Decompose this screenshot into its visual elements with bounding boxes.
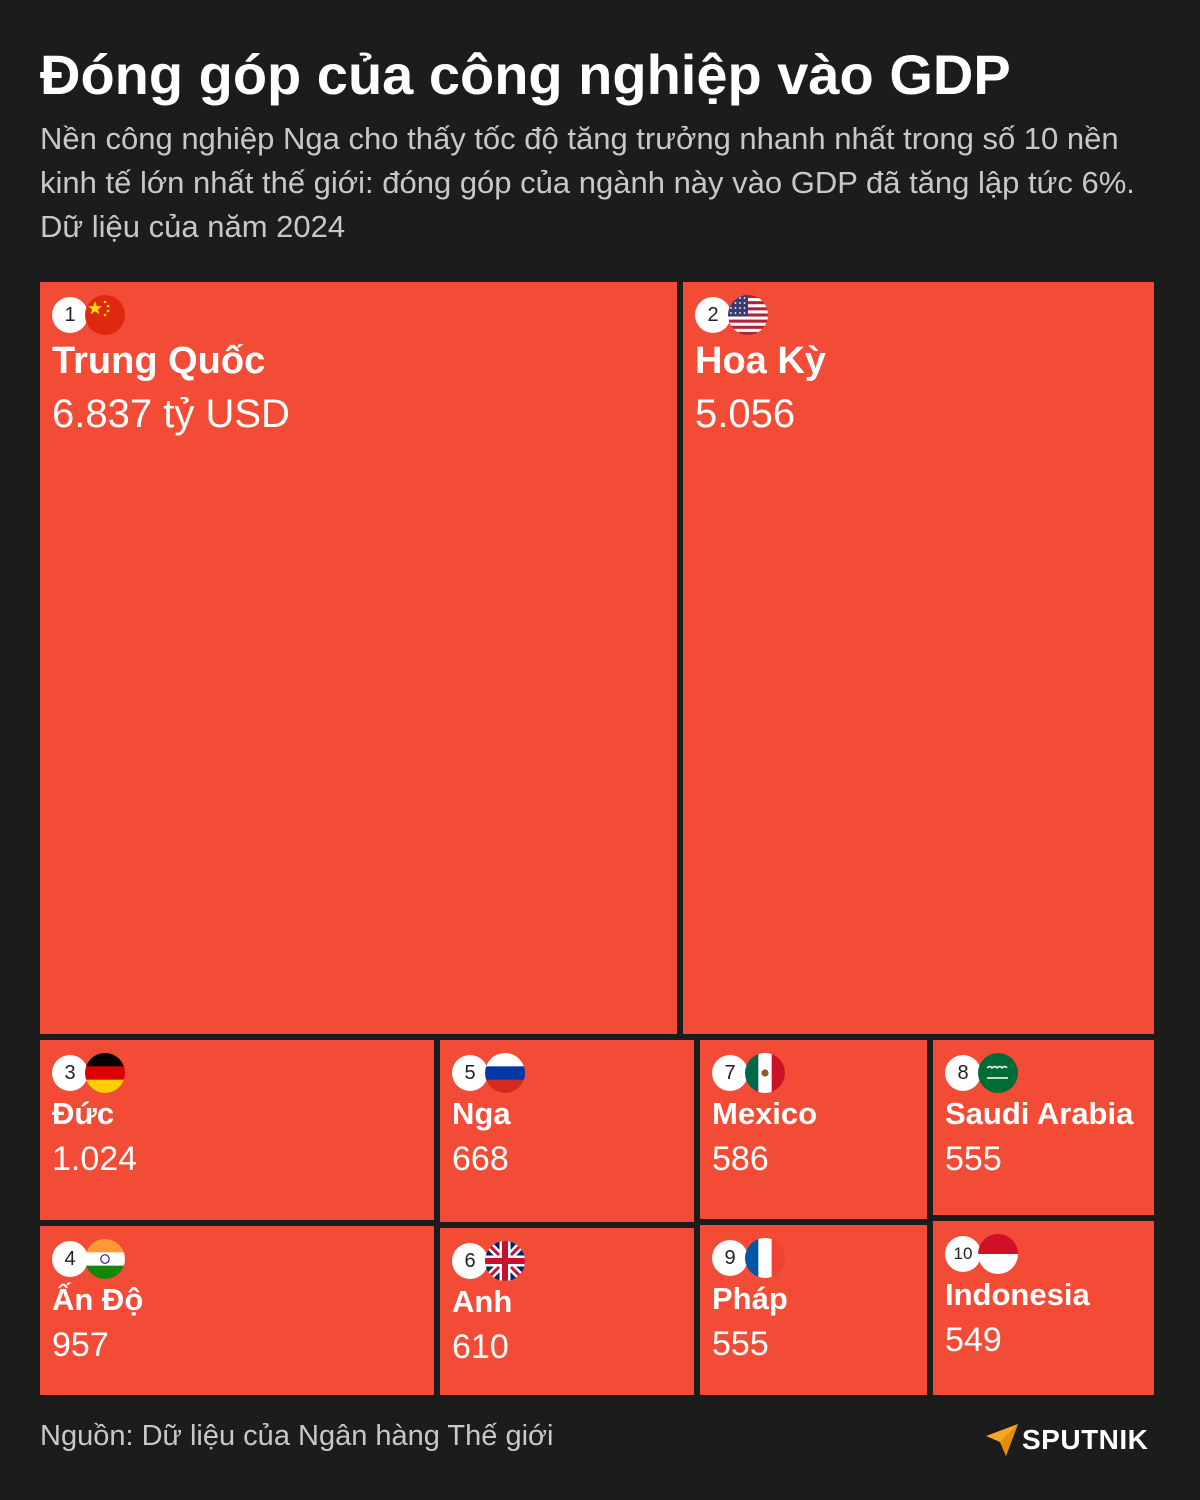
tile-value: 549 [945, 1321, 1002, 1359]
tile-country-name: Nga [452, 1096, 511, 1131]
mexico-flag-icon [745, 1053, 785, 1093]
rank-number: 9 [712, 1240, 748, 1276]
rank-badge: 10 [945, 1234, 1019, 1274]
tile-value: 586 [712, 1140, 769, 1178]
tile-value: 555 [712, 1325, 769, 1363]
rank-badge: 7 [712, 1053, 786, 1093]
rank-number: 5 [452, 1055, 488, 1091]
chart-title: Đóng góp của công nghiệp vào GDP [40, 43, 1011, 106]
tile-value: 555 [945, 1140, 1002, 1178]
rank-number: 6 [452, 1243, 488, 1279]
treemap-tile: 4 Ấn Độ 957 [40, 1226, 434, 1395]
treemap-tile: 2 Hoa Kỳ 5.056 [683, 282, 1154, 1034]
rank-badge: 9 [712, 1238, 786, 1278]
treemap-tile: 6 Anh 610 [440, 1228, 694, 1395]
saudi-arabia-flag-icon [978, 1053, 1018, 1093]
rank-number: 8 [945, 1055, 981, 1091]
uk-flag-icon [485, 1241, 525, 1281]
rank-number: 7 [712, 1055, 748, 1091]
treemap-tile: 9 Pháp 555 [700, 1225, 927, 1395]
rank-badge: 2 [695, 295, 769, 335]
rank-number: 10 [945, 1236, 981, 1272]
rank-number: 2 [695, 297, 731, 333]
tile-value: 957 [52, 1326, 109, 1364]
treemap-tile: 3 Đức 1.024 [40, 1040, 434, 1220]
russia-flag-icon [485, 1053, 525, 1093]
tile-country-name: Pháp [712, 1281, 788, 1316]
sputnik-logo-text: SPUTNIK [1022, 1424, 1149, 1455]
tile-country-name: Indonesia [945, 1277, 1090, 1312]
rank-badge: 5 [452, 1053, 526, 1093]
source-note: Nguồn: Dữ liệu của Ngân hàng Thế giới [40, 1420, 554, 1452]
rank-badge: 3 [52, 1053, 126, 1093]
treemap-tile: 5 Nga 668 [440, 1040, 694, 1222]
tile-value: 1.024 [52, 1140, 138, 1178]
treemap-tile: 10 Indonesia 549 [933, 1221, 1154, 1395]
tile-country-name: Anh [452, 1284, 513, 1319]
india-flag-icon [85, 1239, 125, 1279]
sputnik-logo[interactable]: SPUTNIK [984, 1420, 1164, 1460]
tile-value: 5.056 [695, 392, 796, 436]
rank-badge: 4 [52, 1239, 126, 1279]
germany-flag-icon [85, 1053, 125, 1093]
usa-flag-icon [728, 295, 768, 335]
tile-value: 6.837 tỷ USD [52, 392, 290, 436]
tile-value: 610 [452, 1328, 509, 1366]
tile-country-name: Hoa Kỳ [695, 340, 826, 382]
tile-country-name: Ấn Độ [52, 1282, 144, 1317]
rank-number: 3 [52, 1055, 88, 1091]
indonesia-flag-icon [978, 1234, 1018, 1274]
tile-country-name: Saudi Arabia [945, 1096, 1134, 1131]
rank-number: 4 [52, 1241, 88, 1277]
tile-value: 668 [452, 1140, 509, 1178]
chart-subtitle: Nền công nghiệp Nga cho thấy tốc độ tăng… [40, 121, 1135, 244]
tile-country-name: Trung Quốc [52, 340, 266, 382]
tile-country-name: Đức [52, 1096, 115, 1131]
sputnik-logo-icon [986, 1424, 1018, 1456]
france-flag-icon [745, 1238, 785, 1278]
treemap-tile: 8 Saudi Arabia 555 [933, 1040, 1154, 1215]
rank-badge: 1 [52, 295, 126, 335]
treemap-tile: 1 Trung Quốc 6.837 tỷ USD [40, 282, 677, 1034]
tile-country-name: Mexico [712, 1096, 818, 1131]
treemap-tile: 7 Mexico 586 [700, 1040, 927, 1219]
china-flag-icon [85, 295, 125, 335]
rank-badge: 8 [945, 1053, 1019, 1093]
rank-number: 1 [52, 297, 88, 333]
rank-badge: 6 [452, 1241, 526, 1281]
